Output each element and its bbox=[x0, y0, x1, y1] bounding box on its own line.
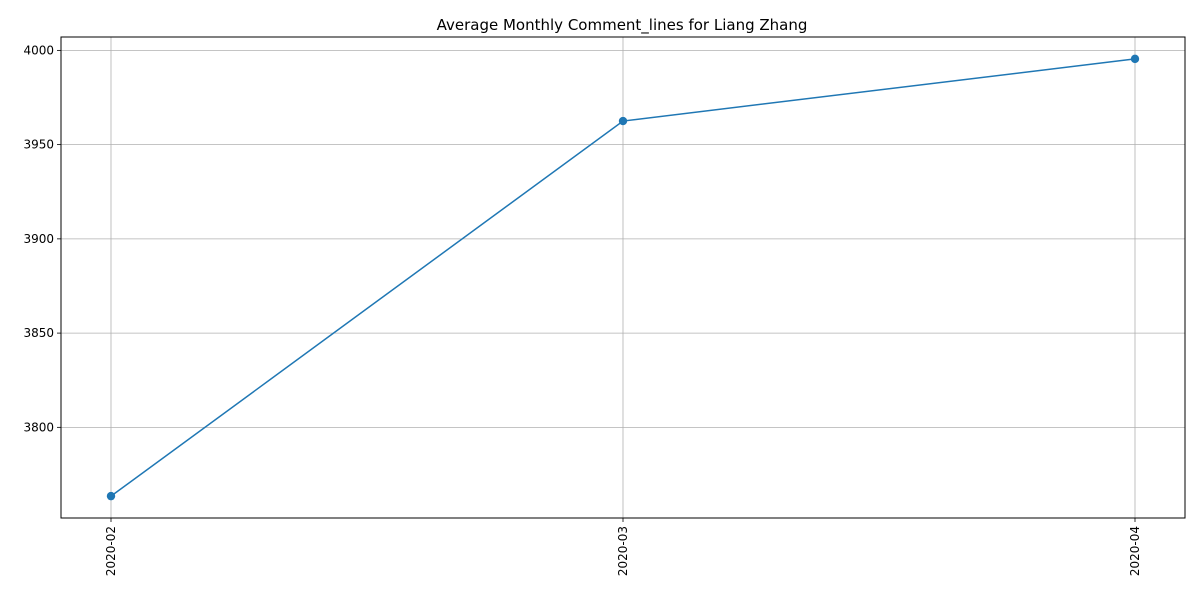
y-tick-label: 4000 bbox=[23, 43, 54, 57]
chart-title: Average Monthly Comment_lines for Liang … bbox=[437, 16, 808, 35]
x-tick-label: 2020-03 bbox=[616, 526, 630, 576]
x-tick-label: 2020-02 bbox=[104, 526, 118, 576]
grid-layer bbox=[61, 37, 1185, 518]
data-point bbox=[1130, 54, 1140, 64]
tick-layer: 3800 3850 3900 3950 4000 2020-02 2020-03 2020-0… bbox=[23, 43, 1142, 576]
x-tick-label: 2020-04 bbox=[1128, 526, 1142, 576]
line-layer bbox=[106, 54, 1140, 501]
y-tick-label: 3900 bbox=[23, 232, 54, 246]
y-tick-label: 3950 bbox=[23, 138, 54, 152]
data-point bbox=[618, 116, 628, 126]
data-point bbox=[106, 491, 116, 501]
y-tick-label: 3800 bbox=[23, 420, 54, 434]
y-tick-label: 3850 bbox=[23, 326, 54, 340]
